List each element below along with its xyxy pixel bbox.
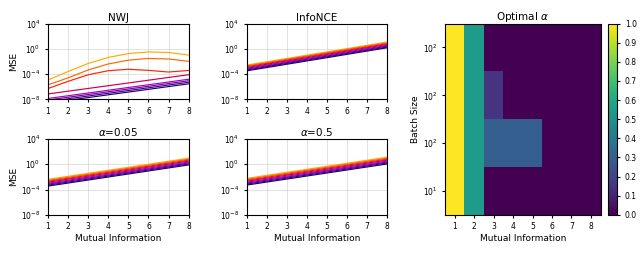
Title: $\alpha$=0.05: $\alpha$=0.05 [99, 126, 138, 138]
Y-axis label: MSE: MSE [9, 52, 19, 71]
Y-axis label: Batch Size: Batch Size [411, 95, 420, 143]
Title: Optimal $\alpha$: Optimal $\alpha$ [496, 10, 549, 24]
Y-axis label: MSE: MSE [9, 167, 19, 187]
Title: NWJ: NWJ [108, 13, 129, 23]
Title: $\alpha$=0.5: $\alpha$=0.5 [300, 126, 333, 138]
X-axis label: Mutual Information: Mutual Information [75, 234, 161, 243]
X-axis label: Mutual Information: Mutual Information [274, 234, 360, 243]
X-axis label: Mutual Information: Mutual Information [479, 234, 566, 243]
Title: InfoNCE: InfoNCE [296, 13, 337, 23]
